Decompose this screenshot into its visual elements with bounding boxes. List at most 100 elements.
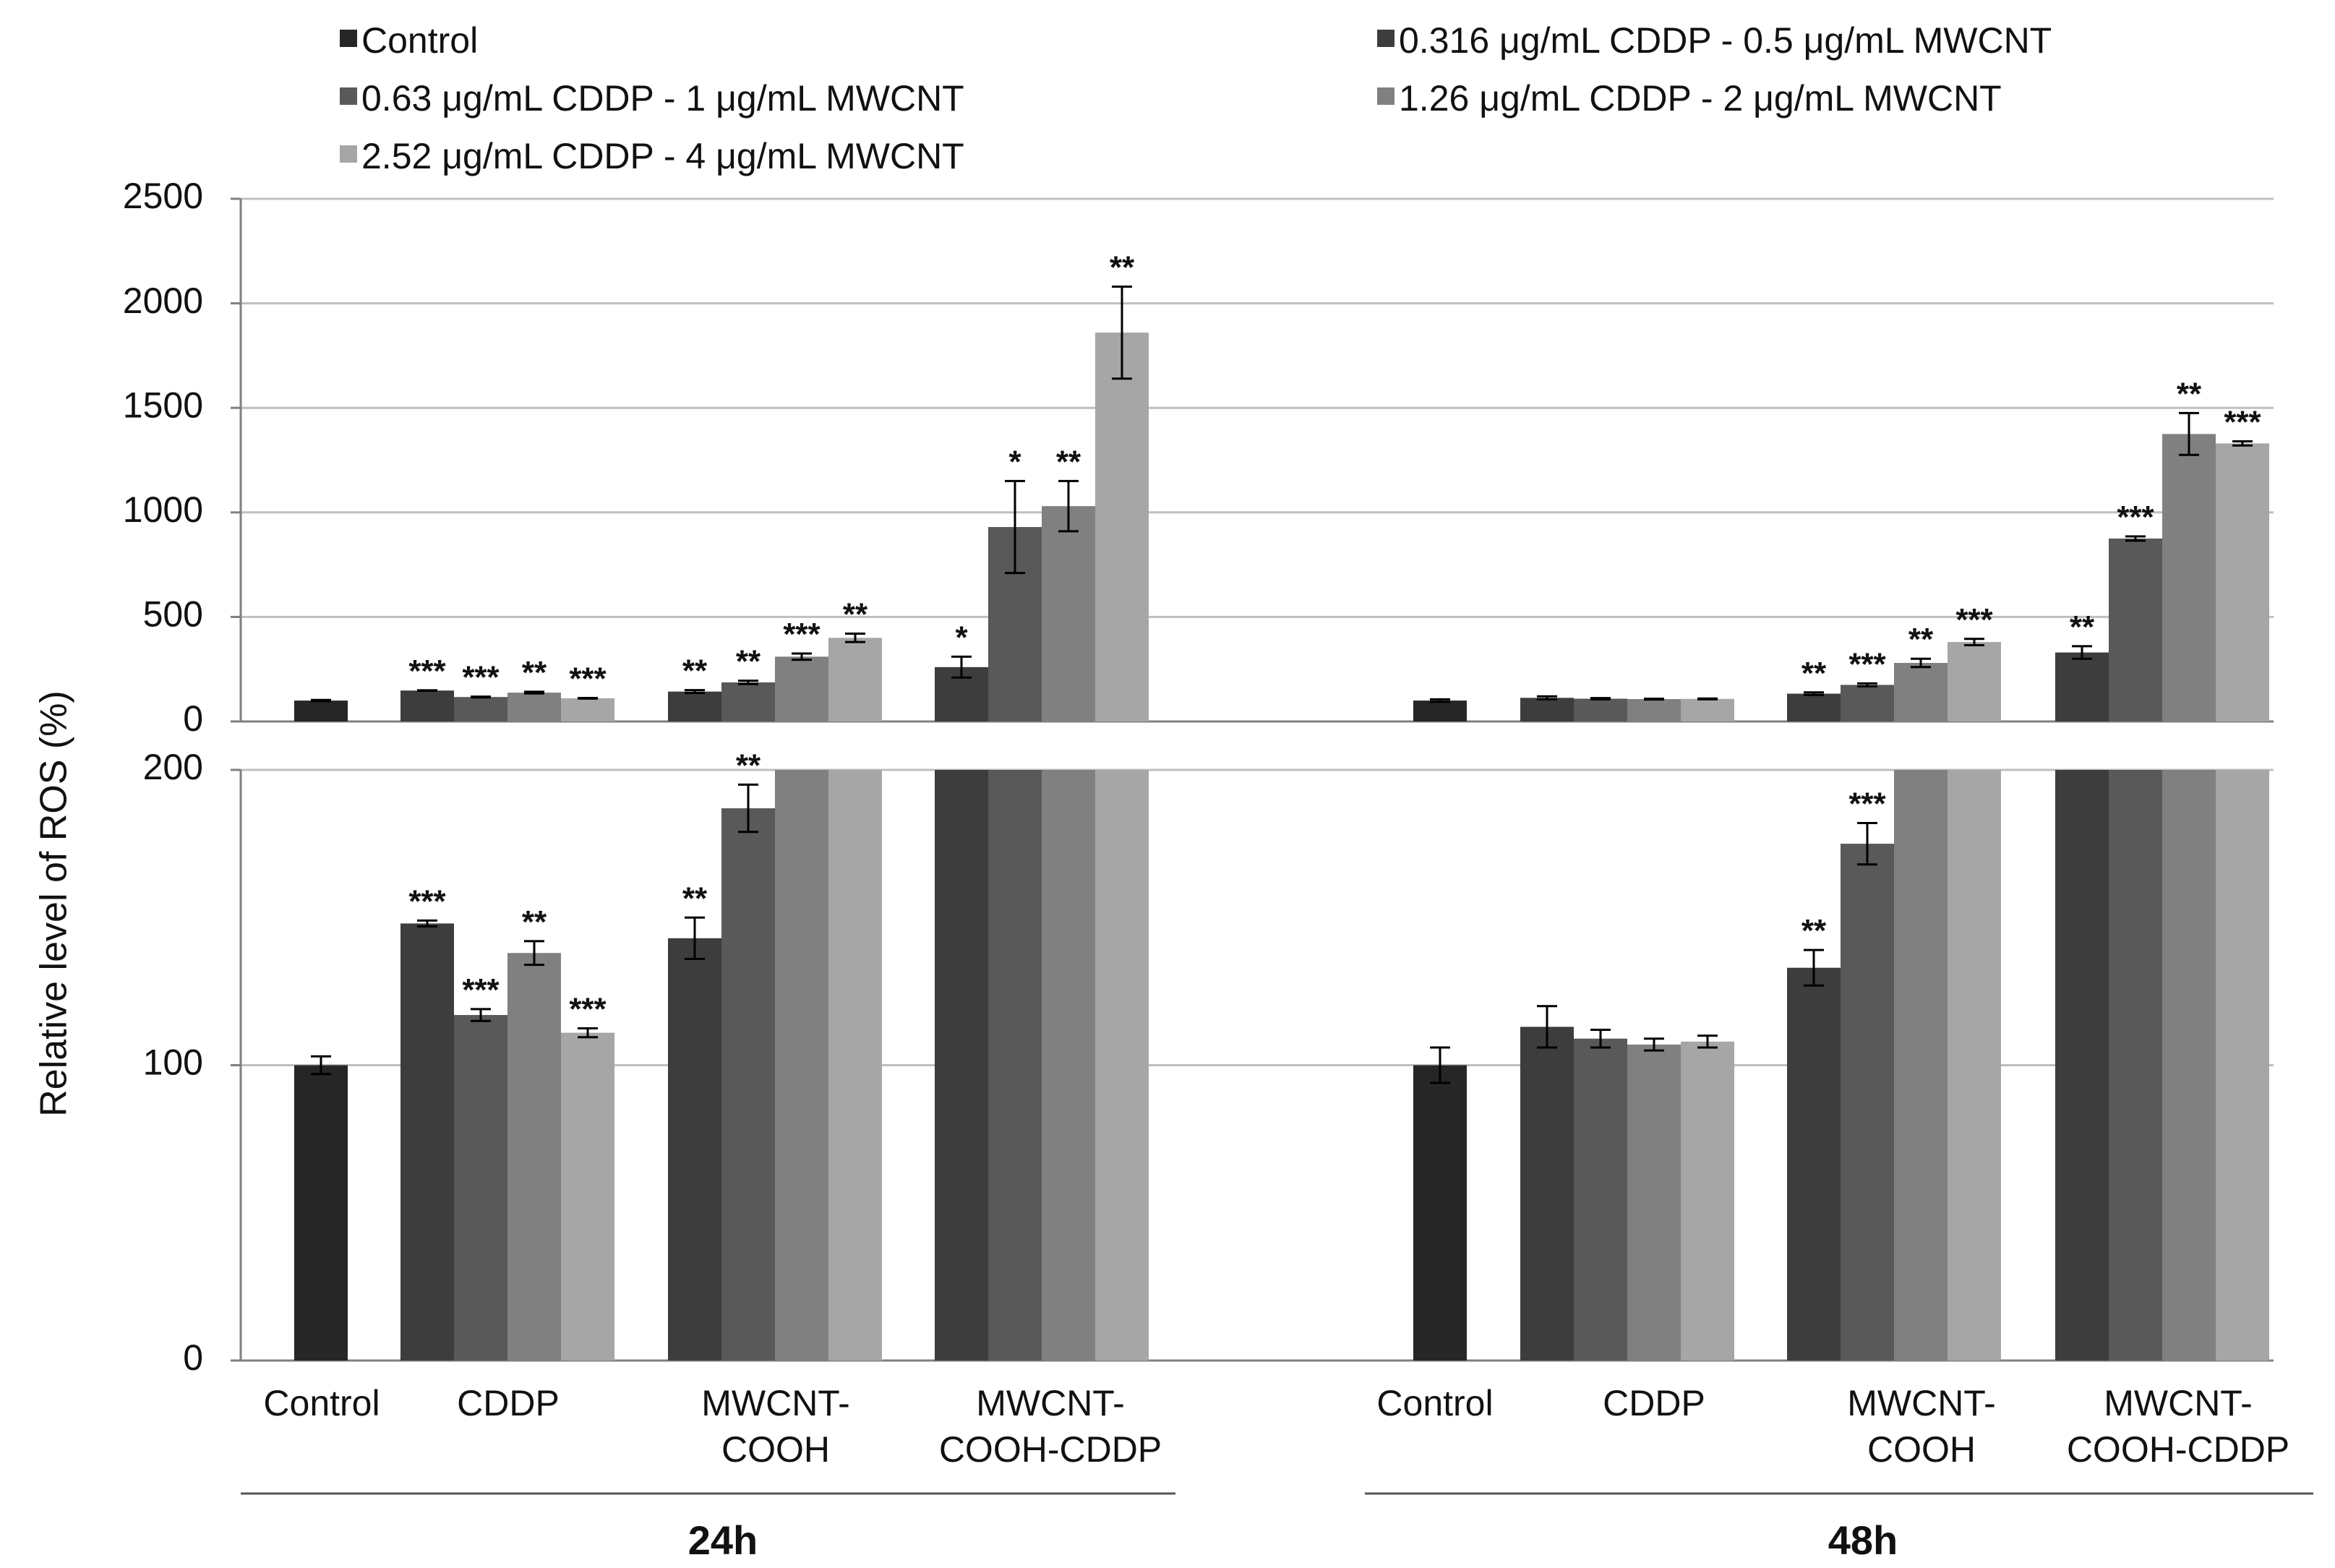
significance-label: ***	[569, 991, 607, 1027]
significance-label: ***	[569, 661, 607, 696]
significance-label: *	[955, 620, 968, 655]
bar	[294, 1065, 348, 1361]
significance-label: **	[736, 644, 761, 680]
y-tick-label: 1000	[123, 489, 203, 530]
category-label: COOH	[1867, 1429, 1976, 1470]
significance-label: **	[2070, 609, 2095, 645]
y-tick-label: 0	[183, 1337, 203, 1378]
legend-label: 1.26 μg/mL CDDP - 2 μg/mL MWCNT	[1399, 78, 2002, 119]
legend-swatch	[340, 30, 357, 47]
significance-label: **	[682, 881, 708, 916]
bar	[1948, 642, 2001, 721]
legend-swatch	[1377, 30, 1394, 47]
bar	[1787, 967, 1841, 1361]
bar	[1841, 685, 1894, 721]
significance-label: **	[522, 655, 547, 690]
y-axis-label: Relative level of ROS (%)	[33, 690, 75, 1117]
legend-label: 2.52 μg/mL CDDP - 4 μg/mL MWCNT	[361, 136, 964, 176]
bar	[1042, 506, 1095, 721]
category-label: Control	[263, 1383, 380, 1423]
significance-label: ***	[2224, 404, 2261, 440]
bar	[507, 953, 561, 1361]
legend-label: 0.316 μg/mL CDDP - 0.5 μg/mL MWCNT	[1399, 20, 2052, 61]
bar	[775, 770, 828, 1361]
time-label: 48h	[1828, 1517, 1898, 1563]
bar	[2055, 770, 2109, 1361]
legend-label: 0.63 μg/mL CDDP - 1 μg/mL MWCNT	[361, 78, 964, 119]
y-tick-label: 100	[143, 1042, 203, 1083]
bar	[294, 701, 348, 721]
category-label: MWCNT-	[976, 1383, 1125, 1423]
significance-label: ***	[462, 972, 500, 1008]
bar	[1948, 770, 2001, 1361]
y-tick-label: 0	[183, 698, 203, 739]
bar	[1894, 770, 1948, 1361]
significance-label: ***	[2117, 500, 2154, 535]
category-label: MWCNT-	[2104, 1383, 2253, 1423]
significance-label: ***	[408, 883, 446, 919]
bar	[1095, 770, 1149, 1361]
category-label: COOH-CDDP	[2067, 1429, 2289, 1470]
significance-label: **	[736, 747, 761, 783]
bar	[668, 691, 721, 721]
legend-swatch	[340, 87, 357, 105]
bar	[775, 656, 828, 721]
bar	[2109, 538, 2162, 721]
significance-label: ***	[1848, 646, 1886, 682]
significance-label: **	[1110, 249, 1135, 285]
significance-label: ***	[408, 654, 446, 689]
bar	[1627, 699, 1681, 721]
bar	[828, 770, 882, 1361]
category-label: CDDP	[1603, 1383, 1705, 1423]
y-tick-label: 1500	[123, 385, 203, 425]
category-label: Control	[1376, 1383, 1493, 1423]
bar	[400, 690, 454, 721]
category-label: MWCNT-	[1847, 1383, 1996, 1423]
category-label: MWCNT-	[701, 1383, 850, 1423]
time-label: 24h	[688, 1517, 758, 1563]
category-label: CDDP	[457, 1383, 560, 1423]
bar	[935, 770, 988, 1361]
bar	[1520, 698, 1574, 721]
bar	[721, 682, 775, 721]
bar	[2162, 434, 2216, 721]
bar	[1627, 1044, 1681, 1361]
bar	[1574, 698, 1627, 721]
bar	[828, 638, 882, 721]
y-tick-label: 2500	[123, 176, 203, 216]
bar	[561, 698, 614, 721]
bar	[2162, 770, 2216, 1361]
bar	[2109, 770, 2162, 1361]
bar	[1841, 844, 1894, 1361]
bar	[561, 1032, 614, 1361]
significance-label: **	[682, 654, 708, 689]
bar	[454, 1015, 507, 1361]
bar	[668, 938, 721, 1361]
bar	[1413, 1065, 1467, 1361]
significance-label: **	[1908, 622, 1934, 657]
bar	[400, 923, 454, 1361]
bar	[2216, 770, 2269, 1361]
significance-label: **	[843, 597, 868, 633]
category-label: COOH	[721, 1429, 830, 1470]
bar	[988, 770, 1042, 1361]
bar	[1042, 770, 1095, 1361]
significance-label: **	[1801, 656, 1827, 691]
significance-label: **	[1801, 913, 1827, 948]
bar	[507, 693, 561, 721]
bar	[1787, 693, 1841, 721]
category-label: COOH-CDDP	[939, 1429, 1162, 1470]
legend-label: Control	[361, 20, 478, 61]
legend-swatch	[1377, 87, 1394, 105]
y-tick-label: 2000	[123, 280, 203, 321]
significance-label: **	[1056, 444, 1081, 479]
bar	[1413, 701, 1467, 721]
bar	[721, 808, 775, 1361]
bar	[1520, 1027, 1574, 1361]
bar	[1681, 698, 1734, 721]
bar	[1574, 1038, 1627, 1361]
bar	[2216, 443, 2269, 721]
significance-label: **	[2177, 376, 2202, 411]
significance-label: ***	[783, 617, 821, 652]
